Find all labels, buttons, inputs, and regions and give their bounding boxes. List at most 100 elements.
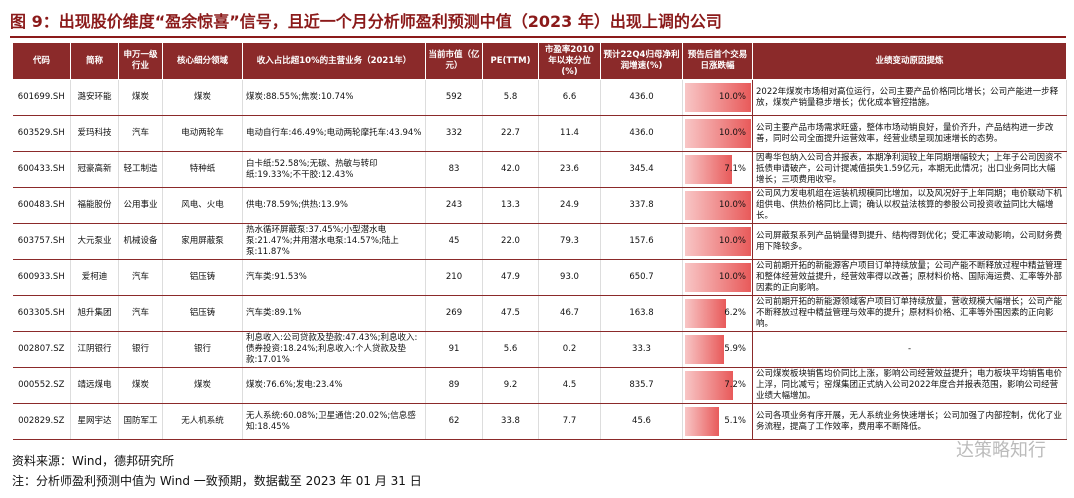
- table-row: 600433.SH 冠豪高新 轻工制造 特种纸 白卡纸:52.58%;无碳、热敏与转印纸…: [12, 151, 1067, 188]
- cell: 大元泵业: [70, 223, 119, 260]
- header-cell: 市盈率2010年以来分位(%): [538, 42, 601, 80]
- table-row: 603305.SH 旭升集团 汽车 铝压铸 汽车类:89.1% 269 47.5 46.7 16…: [12, 295, 1067, 332]
- cell: 公司主要产品市场需求旺盛，整体市场动销良好，量价齐升，产品结构进一步改善，同时公…: [752, 115, 1067, 152]
- change-cell: 7.1%: [682, 151, 753, 188]
- change-cell: 5.1%: [682, 403, 753, 440]
- cell: 603757.SH: [12, 223, 71, 260]
- change-bar: [685, 83, 751, 112]
- cell: 爱玛科技: [70, 115, 119, 152]
- cell: 600483.SH: [12, 187, 71, 224]
- cell: 银行: [118, 331, 163, 368]
- cell: 45.6: [600, 403, 683, 440]
- change-bar: [685, 227, 751, 256]
- change-bar: [685, 371, 733, 400]
- cell: 公司各项业务有序开展，无人系统业务快速增长；公司加强了内部控制，优化了业务流程，…: [752, 403, 1067, 440]
- cell: 家用屏蔽泵: [162, 223, 243, 260]
- cell: 电动自行车:46.49%;电动两轮摩托车:43.94%: [242, 115, 426, 152]
- cell: 利息收入:公司贷款及垫款:47.43%;利息收入:债券投资:18.24%;利息收…: [242, 331, 426, 368]
- header-cell: 预计22Q4归母净利润增速(%): [600, 42, 683, 80]
- cell: 4.5: [538, 367, 601, 404]
- cell: 2022年煤炭市场相对高位运行，公司主要产品价格同比增长；公司产能进一步释放，煤…: [752, 79, 1067, 116]
- cell: 91: [425, 331, 483, 368]
- cell: 冠豪高新: [70, 151, 119, 188]
- change-bar: [685, 263, 751, 292]
- change-label: 10.0%: [718, 236, 746, 246]
- cell: 银行: [162, 331, 243, 368]
- table-row: 603529.SH 爱玛科技 汽车 电动两轮车 电动自行车:46.49%;电动两轮摩托车…: [12, 115, 1067, 152]
- cell: 汽车: [118, 295, 163, 332]
- data-table: 代码 简称 申万一级行业 核心细分领域 收入占比超10%的主营业务（2021年） 当前市值…: [12, 42, 1067, 440]
- table-row: 002807.SZ 江阴银行 银行 银行 利息收入:公司贷款及垫款:47.43%;利息收…: [12, 331, 1067, 368]
- cell: 白卡纸:52.58%;无碳、热敏与转印纸:19.33%;不干胶:12.43%: [242, 151, 426, 188]
- cell: 83: [425, 151, 483, 188]
- change-label: 5.1%: [724, 416, 746, 426]
- table-row: 600483.SH 福能股份 公用事业 风电、火电 供电:78.59%;供热:13.9%…: [12, 187, 1067, 224]
- change-label: 5.9%: [724, 344, 746, 354]
- change-cell: 5.9%: [682, 331, 753, 368]
- cell: 铝压铸: [162, 259, 243, 296]
- cell: 650.7: [600, 259, 683, 296]
- cell: 煤炭: [162, 367, 243, 404]
- cell: 铝压铸: [162, 295, 243, 332]
- cell: 供电:78.59%;供热:13.9%: [242, 187, 426, 224]
- header-cell: 简称: [70, 42, 119, 80]
- cell: 特种纸: [162, 151, 243, 188]
- cell: 157.6: [600, 223, 683, 260]
- change-cell: 6.2%: [682, 295, 753, 332]
- cell: 89: [425, 367, 483, 404]
- change-cell: 10.0%: [682, 223, 753, 260]
- cell: 煤炭:76.6%;发电:23.4%: [242, 367, 426, 404]
- cell: 002829.SZ: [12, 403, 71, 440]
- change-bar: [685, 191, 751, 220]
- change-label: 10.0%: [718, 272, 746, 282]
- change-bar: [685, 155, 732, 184]
- cell: 000552.SZ: [12, 367, 71, 404]
- cell: 33.3: [600, 331, 683, 368]
- cell: 93.0: [538, 259, 601, 296]
- cell: 风电、火电: [162, 187, 243, 224]
- cell: 汽车类:91.53%: [242, 259, 426, 296]
- cell: 24.9: [538, 187, 601, 224]
- cell: 210: [425, 259, 483, 296]
- cell: 11.4: [538, 115, 601, 152]
- change-label: 10.0%: [718, 92, 746, 102]
- cell: 79.3: [538, 223, 601, 260]
- cell: 45: [425, 223, 483, 260]
- cell: 福能股份: [70, 187, 119, 224]
- cell: 煤炭: [118, 79, 163, 116]
- cell: 煤炭: [118, 367, 163, 404]
- cell: 爱柯迪: [70, 259, 119, 296]
- cell: 电动两轮车: [162, 115, 243, 152]
- table-row: 601699.SH 潞安环能 煤炭 煤炭 煤炭:88.55%;焦炭:10.74% 592 5…: [12, 79, 1067, 116]
- cell: 243: [425, 187, 483, 224]
- change-cell: 10.0%: [682, 79, 753, 116]
- header-cell: 代码: [12, 42, 71, 80]
- cell: 汽车: [118, 115, 163, 152]
- cell: 436.0: [600, 79, 683, 116]
- cell: 332: [425, 115, 483, 152]
- table-row: 600933.SH 爱柯迪 汽车 铝压铸 汽车类:91.53% 210 47.9 93.0 65…: [12, 259, 1067, 296]
- cell: 5.8: [482, 79, 539, 116]
- table-row: 002829.SZ 星网宇达 国防军工 无人机系统 无人系统:60.08%;卫星通信:2…: [12, 403, 1067, 440]
- cell: 23.6: [538, 151, 601, 188]
- header-row: 代码 简称 申万一级行业 核心细分领域 收入占比超10%的主营业务（2021年） 当前市值…: [12, 42, 1067, 80]
- footnote: 注：分析师盈利预测中值为 Wind 一致预期，数据截至 2023 年 01 月 …: [12, 474, 422, 488]
- cell: 煤炭: [162, 79, 243, 116]
- cell: 无人系统:60.08%;卫星通信:20.02%;信息感知:18.45%: [242, 403, 426, 440]
- cell: 机械设备: [118, 223, 163, 260]
- change-bar: [685, 299, 726, 328]
- watermark: 达策略知行: [956, 440, 1046, 461]
- cell: 269: [425, 295, 483, 332]
- change-cell: 7.2%: [682, 367, 753, 404]
- change-cell: 10.0%: [682, 115, 753, 152]
- cell: 592: [425, 79, 483, 116]
- cell: 因粤华包纳入公司合并报表，本期净利润较上年同期增幅较大；上年子公司因资不抵债申请…: [752, 151, 1067, 188]
- header-cell: 业绩变动原因提炼: [752, 42, 1067, 80]
- change-label: 10.0%: [718, 128, 746, 138]
- cell: 33.8: [482, 403, 539, 440]
- cell: 7.7: [538, 403, 601, 440]
- table-row: 000552.SZ 靖远煤电 煤炭 煤炭 煤炭:76.6%;发电:23.4% 89 9.2 4…: [12, 367, 1067, 404]
- header-cell: 当前市值（亿元）: [425, 42, 483, 80]
- cell: 公司前期开拓的新能源客户项目订单持续放量；公司产能不断释放过程中精益管理和整体经…: [752, 259, 1067, 296]
